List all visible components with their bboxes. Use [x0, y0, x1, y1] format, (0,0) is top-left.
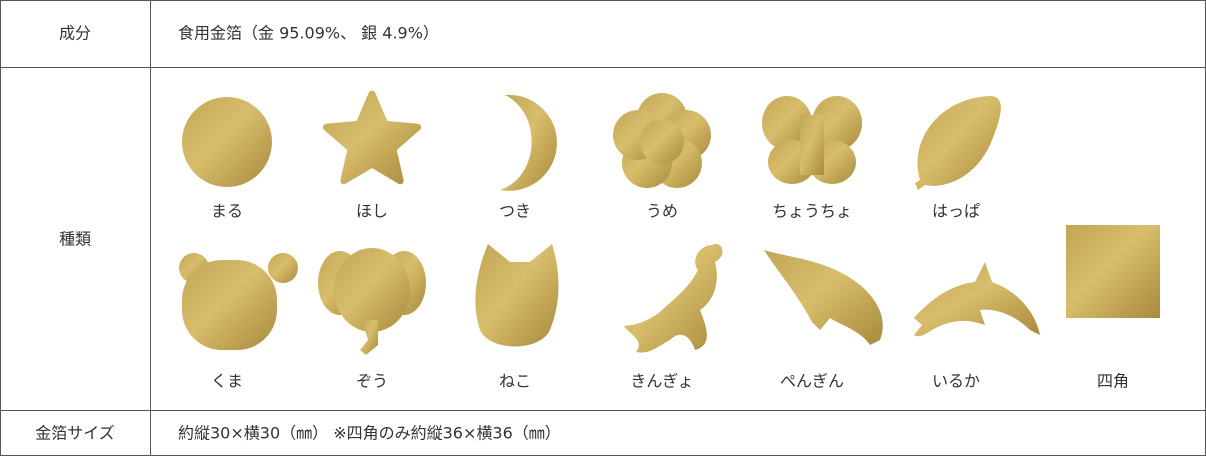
elephant-icon [318, 248, 426, 355]
butterfly-icon [762, 96, 862, 184]
penguin-icon [764, 250, 883, 345]
row-label: 金箔サイズ [35, 424, 115, 443]
shape-label: ぞう [356, 372, 388, 391]
shape-label: 四角 [1097, 372, 1129, 391]
dolphin-icon [914, 262, 1040, 337]
goldfish-icon [624, 243, 723, 353]
shape-label: つき [499, 202, 531, 221]
shape-label: ねこ [499, 372, 531, 391]
shape-label: はっぱ [932, 202, 980, 221]
row-content: 約縦30×横30（㎜） ※四角のみ約縦36×横36（㎜） [178, 424, 561, 443]
row-label: 成分 [59, 24, 91, 43]
shape-label: ほし [356, 202, 388, 221]
shape-icons [179, 90, 1160, 355]
row-content: 食用金箔（金 95.09%、 銀 4.9%） [178, 24, 439, 43]
shape-label: うめ [646, 202, 678, 221]
shape-label: ちょうちょ [772, 202, 852, 221]
plum-icon [613, 93, 711, 188]
bear-icon [179, 253, 298, 350]
shape-label: いるか [932, 372, 980, 391]
moon-icon [500, 94, 557, 191]
row-label: 種類 [59, 230, 91, 249]
shape-label: きんぎょ [630, 372, 693, 391]
shape-label: まる [211, 202, 243, 221]
shape-label: くま [211, 372, 243, 391]
circle-icon [182, 97, 272, 187]
cat-icon [475, 244, 559, 347]
shape-label: ぺんぎん [780, 372, 844, 391]
leaf-icon [915, 96, 1001, 190]
square-icon [1066, 225, 1160, 318]
star-icon [322, 90, 422, 185]
